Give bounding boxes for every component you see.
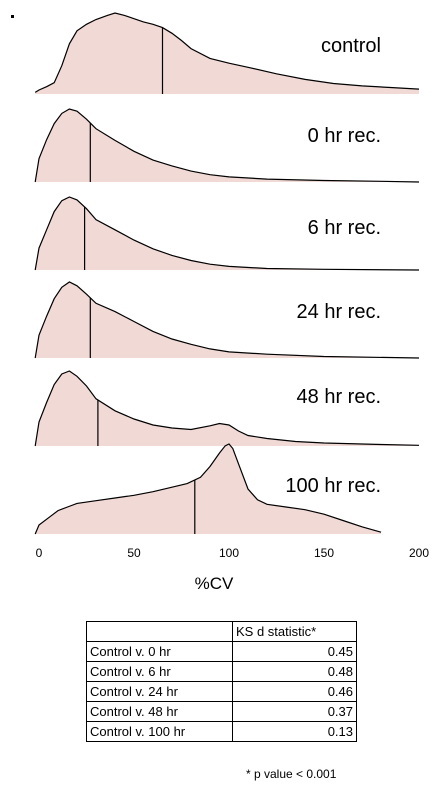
ridge-0: control (34, 12, 420, 94)
ks-value-cell: 0.37 (232, 701, 357, 722)
density-area (35, 109, 419, 182)
comparison-cell: Control v. 100 hr (86, 721, 233, 742)
ks-value-cell: 0.46 (232, 681, 357, 702)
ridge-2: 6 hr rec. (34, 196, 420, 271)
comparison-cell: Control v. 24 hr (86, 681, 233, 702)
x-tick-label: 0 (36, 546, 43, 560)
table-row: Control v. 24 hr 0.46 (86, 681, 357, 702)
density-area (35, 371, 419, 446)
series-label: 24 hr rec. (297, 301, 381, 323)
table-header-row: KS d statistic* (86, 621, 357, 642)
comparison-cell: Control v. 48 hr (86, 701, 233, 722)
ridge-4: 48 hr rec. (34, 370, 420, 447)
x-axis: 0 50 100 150 200 (36, 546, 430, 560)
ridges: control 0 hr rec. 6 hr rec. 24 hr rec. 48 hr… (34, 12, 420, 535)
series-label: 6 hr rec. (308, 217, 381, 239)
ridgeline-chart: control 0 hr rec. 6 hr rec. 24 hr rec. 48 hr… (34, 12, 430, 593)
density-area (35, 13, 419, 94)
ks-value-cell: 0.13 (232, 721, 357, 742)
ridge-3: 24 hr rec. (34, 281, 420, 359)
comparison-cell: Control v. 0 hr (86, 641, 233, 662)
density-area (35, 282, 419, 358)
density-line (34, 281, 420, 359)
x-tick-label: 50 (127, 546, 141, 560)
table-row: Control v. 100 hr 0.13 (86, 721, 357, 742)
table-row: Control v. 48 hr 0.37 (86, 701, 357, 722)
density-line (34, 370, 420, 447)
density-area (35, 444, 381, 534)
ridge-1: 0 hr rec. (34, 108, 420, 183)
table-row: Control v. 6 hr 0.48 (86, 661, 357, 682)
comparison-cell: Control v. 6 hr (86, 661, 233, 682)
density-line (34, 443, 382, 535)
ks-statistic-table: KS d statistic* Control v. 0 hr 0.45 Con… (86, 621, 357, 742)
density-area (35, 197, 419, 270)
density-line (34, 12, 420, 93)
ks-value-cell: 0.48 (232, 661, 357, 682)
footnote: * p value < 0.001 (246, 767, 337, 781)
series-label: control (321, 35, 381, 57)
ridge-5: 100 hr rec. (34, 443, 382, 535)
series-label: 48 hr rec. (297, 386, 381, 408)
x-axis-title: %CV (195, 574, 234, 593)
table-header-cell (86, 621, 233, 642)
ks-value-cell: 0.45 (232, 641, 357, 662)
x-tick-label: 100 (219, 546, 239, 560)
table-header-cell: KS d statistic* (232, 621, 357, 642)
table-row: Control v. 0 hr 0.45 (86, 641, 357, 662)
series-label: 0 hr rec. (308, 125, 381, 147)
density-line (34, 196, 420, 271)
corner-dot (11, 15, 14, 18)
x-tick-label: 150 (314, 546, 334, 560)
series-label: 100 hr rec. (285, 475, 381, 497)
x-tick-label: 200 (409, 546, 429, 560)
density-line (34, 108, 420, 183)
